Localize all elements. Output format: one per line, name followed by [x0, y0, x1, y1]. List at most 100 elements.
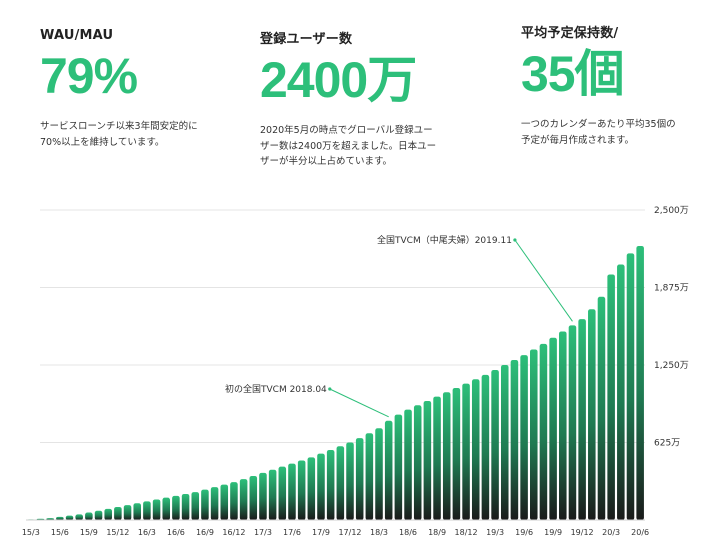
bar-16-3	[143, 501, 151, 520]
x-tick-label: 19/6	[515, 528, 533, 537]
bar-18-9	[433, 396, 441, 520]
bar-18-10	[442, 392, 451, 520]
bar-16-10	[210, 487, 219, 520]
bar-17-3	[259, 472, 267, 520]
bar-17-7	[297, 460, 306, 520]
annotation-leader-line	[329, 388, 389, 418]
x-tick-label: 18/6	[399, 528, 417, 537]
bar-20-2	[597, 296, 606, 520]
bar-20-1	[588, 309, 596, 520]
stat-description: 一つのカレンダーあたり平均35個の 予定が毎月作成されます。	[521, 119, 676, 146]
bar-17-8	[307, 457, 316, 520]
x-tick-label: 20/3	[602, 528, 620, 537]
x-tick-label: 18/9	[428, 528, 446, 537]
x-tick-label: 19/12	[571, 528, 594, 537]
stat-label: 平均予定保持数/	[521, 26, 619, 41]
bar-15-12	[114, 506, 122, 520]
bar-17-9	[317, 453, 325, 520]
bar-16-7	[181, 493, 190, 520]
bar-15-9	[85, 512, 93, 520]
stat-label: 登録ユーザー数	[260, 32, 353, 47]
bar-16-5	[162, 497, 171, 520]
bar-18-6	[404, 409, 412, 520]
bar-17-4	[268, 469, 277, 520]
bar-18-11	[452, 387, 461, 520]
x-tick-label: 15/6	[51, 528, 69, 537]
y-tick-label: 1,250万	[654, 361, 689, 371]
bar-19-10	[559, 331, 567, 520]
x-tick-label: 19/9	[544, 528, 562, 537]
bar-15-10	[94, 510, 103, 520]
bar-15-6	[56, 516, 64, 520]
bar-19-12	[578, 319, 586, 520]
x-tick-label: 15/12	[106, 528, 129, 537]
bar-16-6	[172, 495, 180, 520]
x-tick-label: 18/3	[370, 528, 388, 537]
bar-19-1	[471, 379, 480, 520]
x-tick-label: 17/12	[338, 528, 361, 537]
x-tick-label: 17/9	[312, 528, 330, 537]
stat-label: WAU/MAU	[40, 28, 114, 43]
bar-15-8	[75, 514, 83, 520]
bar-19-3	[491, 369, 499, 520]
bar-17-2	[249, 475, 258, 520]
x-tick-label: 16/12	[222, 528, 245, 537]
bar-19-6	[520, 355, 528, 520]
bar-19-2	[481, 374, 490, 520]
bar-18-4	[384, 420, 393, 520]
bar-18-7	[413, 405, 422, 520]
bar-16-11	[220, 484, 229, 520]
bar-20-6	[636, 245, 644, 520]
bar-19-7	[530, 349, 538, 520]
bar-16-4	[152, 499, 161, 520]
bar-19-8	[539, 343, 548, 520]
x-tick-label: 16/3	[138, 528, 156, 537]
stat-description: 2020年5月の時点でグローバル登録ユー ザー数は2400万を超えました。日本ユ…	[260, 125, 437, 168]
bar-20-4	[617, 264, 625, 520]
y-tick-label: 1,875万	[654, 284, 689, 294]
bar-17-12	[346, 442, 354, 520]
bar-18-8	[423, 400, 432, 520]
bar-19-5	[510, 360, 519, 520]
bar-16-1	[123, 505, 132, 520]
annotation-label: 初の全国TVCM 2018.04	[225, 383, 327, 395]
bar-19-9	[549, 337, 557, 520]
annotation-label: 全国TVCM（中尾夫婦）2019.11	[377, 234, 512, 246]
bar-17-11	[336, 446, 345, 520]
bar-17-10	[326, 449, 335, 520]
bar-20-5	[626, 253, 635, 520]
bar-19-11	[568, 325, 577, 520]
bar-18-12	[462, 383, 470, 520]
bar-20-3	[607, 274, 615, 520]
x-tick-label: 16/9	[196, 528, 214, 537]
x-tick-label: 16/6	[167, 528, 185, 537]
bar-17-6	[288, 463, 296, 520]
bar-15-11	[104, 508, 112, 520]
x-tick-label: 20/6	[631, 528, 649, 537]
stat-value: 2400万	[260, 52, 417, 108]
bar-16-2	[133, 503, 141, 520]
x-tick-label: 15/9	[80, 528, 98, 537]
stat-value: 35個	[521, 46, 625, 102]
x-tick-label: 18/12	[455, 528, 478, 537]
x-tick-label: 17/3	[254, 528, 272, 537]
stat-wau-mau: WAU/MAU 79% サービスローンチ以来3年間安定的に 70%以上を維持して…	[40, 28, 198, 150]
y-tick-label: 2,500万	[654, 206, 689, 216]
bar-16-9	[201, 489, 209, 520]
stat-value: 79%	[40, 48, 138, 104]
bar-17-5	[278, 466, 287, 520]
bar-18-1	[355, 438, 364, 520]
bar-16-12	[230, 482, 238, 520]
bar-15-7	[65, 515, 74, 520]
bar-18-3	[375, 428, 383, 520]
stat-avg-events: 平均予定保持数/ 35個 一つのカレンダーあたり平均35個の 予定が毎月作成され…	[521, 22, 676, 148]
x-tick-label: 15/3	[22, 528, 40, 537]
bar-18-5	[394, 414, 403, 520]
bar-16-8	[191, 492, 200, 520]
bar-19-4	[500, 365, 509, 520]
stat-description: サービスローンチ以来3年間安定的に 70%以上を維持しています。	[40, 121, 198, 148]
x-tick-label: 17/6	[283, 528, 301, 537]
bar-18-2	[365, 433, 374, 520]
annotation-leader-line	[514, 239, 573, 322]
